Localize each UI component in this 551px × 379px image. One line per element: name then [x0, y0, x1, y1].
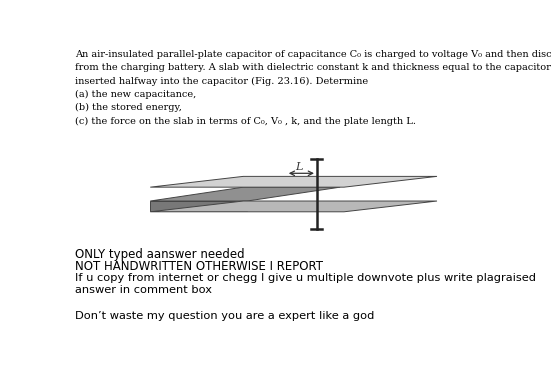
Text: NOT HANDWRITTEN OTHERWISE I REPORT: NOT HANDWRITTEN OTHERWISE I REPORT: [75, 260, 323, 273]
Text: Don’t waste my question you are a expert like a god: Don’t waste my question you are a expert…: [75, 311, 375, 321]
Polygon shape: [150, 201, 437, 212]
Text: If u copy from internet or chegg I give u multiple downvote plus write plagraise: If u copy from internet or chegg I give …: [75, 273, 536, 295]
Text: L: L: [295, 162, 302, 172]
Polygon shape: [150, 187, 340, 201]
Text: An air-insulated parallel-plate capacitor of capacitance C₀ is charged to voltag: An air-insulated parallel-plate capacito…: [75, 50, 551, 126]
Text: ONLY typed aanswer needed: ONLY typed aanswer needed: [75, 248, 245, 261]
Polygon shape: [150, 201, 247, 211]
Polygon shape: [150, 176, 437, 187]
